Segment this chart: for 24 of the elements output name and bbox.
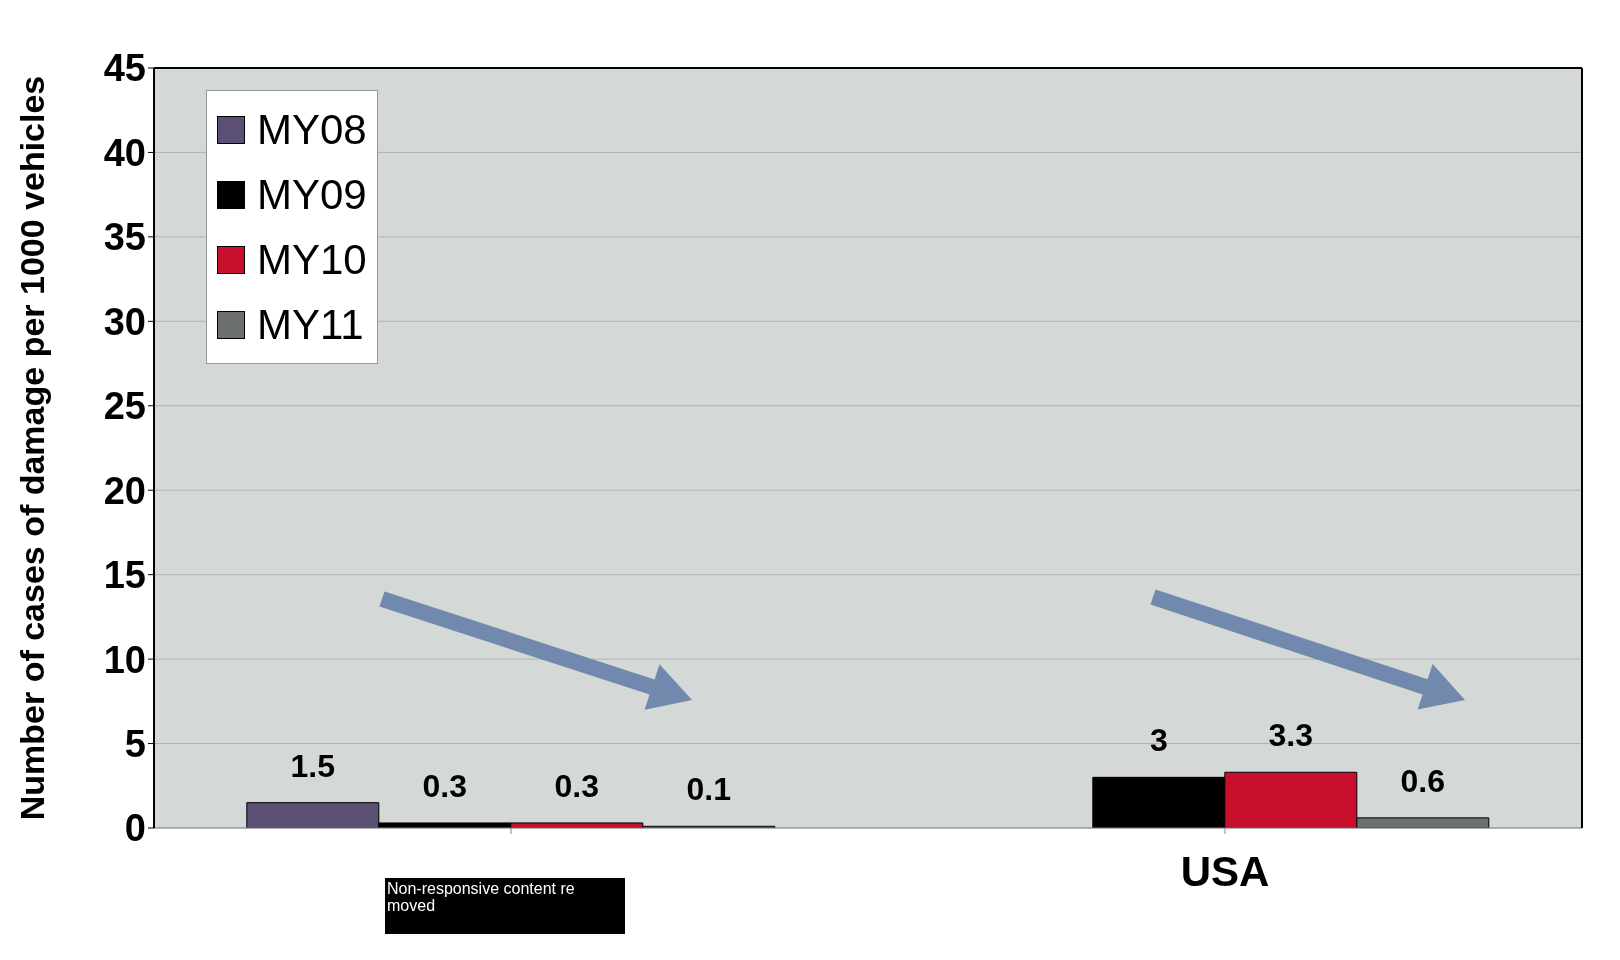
data-label: 1.5 bbox=[290, 747, 336, 784]
data-label: 3.3 bbox=[1268, 717, 1314, 754]
y-tick-label: 15 bbox=[103, 554, 146, 597]
legend-label: MY11 bbox=[257, 300, 364, 349]
data-label: 0.6 bbox=[1400, 762, 1446, 799]
y-tick-label: 35 bbox=[103, 216, 146, 259]
y-tick-label: 40 bbox=[103, 131, 146, 174]
data-label: 0.3 bbox=[422, 767, 468, 804]
y-axis-title: Number of cases of damage per 1000 vehicles bbox=[13, 75, 52, 821]
y-tick-label: 10 bbox=[103, 638, 146, 681]
x-tick-label: USA bbox=[1180, 847, 1270, 895]
y-tick-label: 5 bbox=[124, 723, 146, 766]
data-label: 3 bbox=[1149, 722, 1168, 759]
legend-label: MY10 bbox=[257, 235, 367, 284]
y-tick-label: 0 bbox=[124, 807, 146, 850]
y-tick-label: 30 bbox=[103, 300, 146, 343]
y-tick-label: 25 bbox=[103, 385, 146, 428]
y-tick-label: 45 bbox=[103, 47, 146, 90]
legend-label: MY09 bbox=[257, 170, 367, 219]
data-label: 0.1 bbox=[686, 771, 732, 808]
data-label: 0.3 bbox=[554, 767, 600, 804]
legend-label: MY08 bbox=[257, 105, 367, 154]
text: Non-responsive content re moved bbox=[385, 878, 625, 934]
y-tick-label: 20 bbox=[103, 469, 146, 512]
